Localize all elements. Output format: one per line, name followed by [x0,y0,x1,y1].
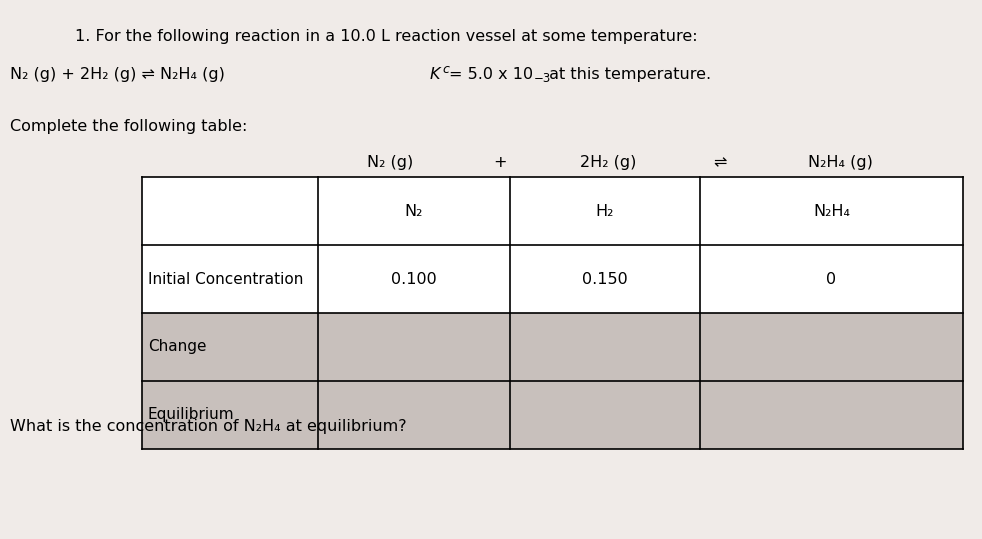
Text: 2H₂ (g): 2H₂ (g) [579,155,636,170]
Bar [142,381,963,449]
Text: at this temperature.: at this temperature. [544,67,711,82]
Text: Complete the following table:: Complete the following table: [10,119,247,134]
Text: Change: Change [148,340,206,355]
Text: N₂ (g) + 2H₂ (g) ⇌ N₂H₄ (g): N₂ (g) + 2H₂ (g) ⇌ N₂H₄ (g) [10,67,225,82]
Text: 1. For the following reaction in a 10.0 L reaction vessel at some temperature:: 1. For the following reaction in a 10.0 … [75,29,697,44]
Text: Equilibrium: Equilibrium [148,407,235,423]
Text: N₂H₄: N₂H₄ [813,204,850,218]
Bar [142,177,963,245]
Text: K: K [430,67,441,82]
Text: 0.150: 0.150 [582,272,627,287]
Text: −3: −3 [534,72,551,85]
Text: N₂: N₂ [405,204,423,218]
Text: N₂ (g): N₂ (g) [367,155,413,170]
Text: ⇌: ⇌ [713,155,727,170]
Text: = 5.0 x 10: = 5.0 x 10 [449,67,533,82]
Text: +: + [493,155,507,170]
Text: 0: 0 [827,272,837,287]
Text: Initial Concentration: Initial Concentration [148,272,303,287]
Text: 0.100: 0.100 [391,272,437,287]
Text: N₂H₄ (g): N₂H₄ (g) [807,155,872,170]
Bar [142,313,963,381]
Text: H₂: H₂ [596,204,614,218]
Bar [142,245,963,313]
Text: c: c [442,63,449,76]
Text: What is the concentration of N₂H₄ at equilibrium?: What is the concentration of N₂H₄ at equ… [10,419,407,434]
